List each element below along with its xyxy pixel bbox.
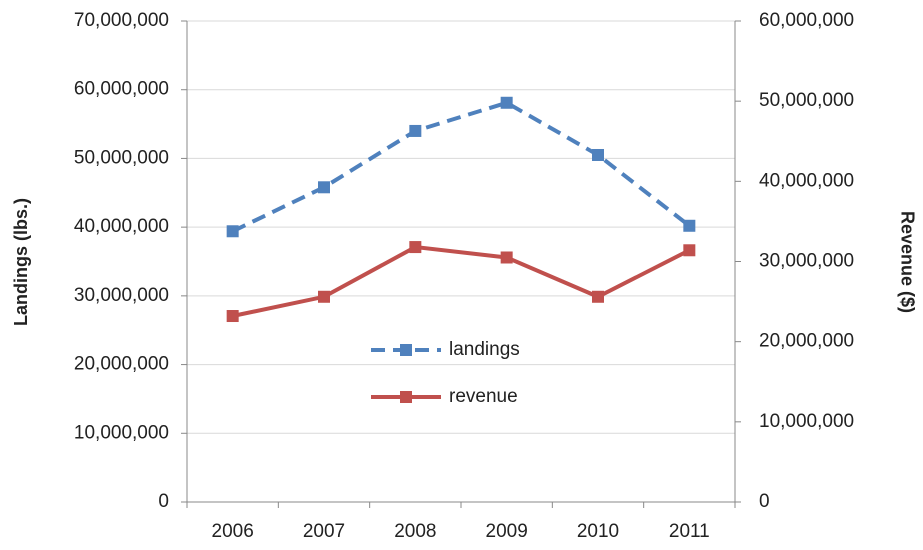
y-tick-label: 40,000,000 xyxy=(74,216,169,237)
x-tick-label: 2006 xyxy=(212,521,254,542)
series-line xyxy=(231,100,691,234)
series-marker xyxy=(409,241,422,254)
x-tick-label: 2007 xyxy=(303,521,345,542)
series-marker xyxy=(683,244,696,257)
y-tick-label: 0 xyxy=(158,491,169,512)
y-tick-label: 50,000,000 xyxy=(74,147,169,168)
legend-marker xyxy=(400,391,412,403)
legend-label: landings xyxy=(449,339,520,360)
y-axis-title: Landings (lbs.) xyxy=(11,198,31,326)
y-tick-label: 60,000,000 xyxy=(74,79,169,100)
x-tick-label: 2011 xyxy=(669,521,710,542)
y2-tick-label: 60,000,000 xyxy=(759,10,854,31)
y2-axis-title: Revenue ($) xyxy=(897,211,917,313)
x-tick-label: 2009 xyxy=(486,521,528,542)
y-tick-label: 20,000,000 xyxy=(74,354,169,375)
x-tick-label: 2010 xyxy=(577,521,619,542)
series-marker xyxy=(592,290,604,303)
y-tick-label: 30,000,000 xyxy=(74,285,169,306)
series-marker xyxy=(318,181,330,194)
series-marker xyxy=(592,148,604,161)
y-tick-label: 10,000,000 xyxy=(74,422,169,443)
y2-tick-label: 0 xyxy=(759,491,770,512)
y2-tick-label: 30,000,000 xyxy=(759,251,854,272)
y2-tick-label: 40,000,000 xyxy=(759,170,854,191)
x-tick-label: 2008 xyxy=(394,521,436,542)
y2-tick-label: 50,000,000 xyxy=(759,90,854,111)
series-marker xyxy=(500,96,513,109)
y-tick-label: 70,000,000 xyxy=(74,10,169,31)
series-line xyxy=(232,245,691,318)
series-marker xyxy=(409,124,422,137)
series-marker xyxy=(500,251,513,264)
series-marker xyxy=(318,290,330,303)
series-marker xyxy=(226,310,239,323)
legend-marker xyxy=(400,344,412,356)
series-marker xyxy=(683,219,696,232)
series-marker xyxy=(226,225,239,238)
y2-tick-label: 20,000,000 xyxy=(759,331,854,352)
legend-label: revenue xyxy=(449,386,518,407)
y2-tick-label: 10,000,000 xyxy=(759,411,854,432)
